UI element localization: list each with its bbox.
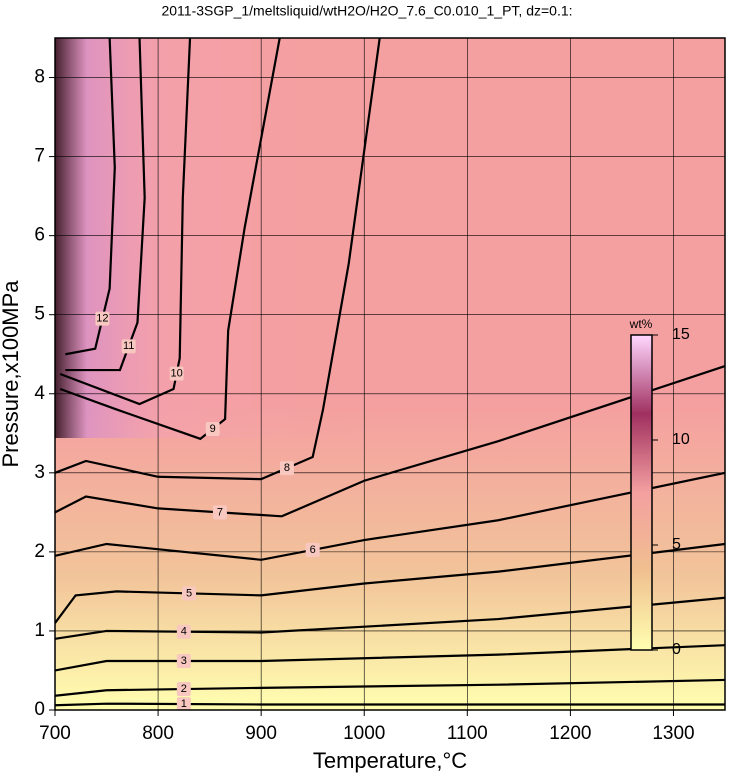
contour-label-bg — [176, 653, 191, 668]
x-axis-label: Temperature,°C — [313, 748, 467, 773]
chart-title: 2011-3SGP_1/meltsliquid/wtH2O/H2O_7.6_C0… — [161, 3, 572, 19]
colorbar-tick-label: 0 — [672, 641, 681, 658]
colorbar-label: wt% — [629, 317, 653, 331]
x-tick-label: 1300 — [652, 723, 694, 744]
x-tick-label: 800 — [142, 723, 174, 744]
contour-label-bg — [176, 624, 191, 639]
contour-label: 12 — [96, 313, 108, 325]
contour-label: 10 — [171, 368, 183, 380]
y-tick-label: 4 — [34, 383, 45, 404]
contour-label-bg — [121, 339, 136, 354]
contour-label: 11 — [123, 340, 134, 352]
x-tick-label: 1000 — [343, 723, 385, 744]
contour-line — [55, 596, 725, 640]
x-tick-label: 1200 — [549, 723, 591, 744]
contour-label: 1 — [181, 698, 187, 710]
y-tick-label: 3 — [34, 462, 45, 483]
colorbar-tick-label: 15 — [672, 326, 690, 343]
contour-label-bg — [169, 366, 184, 381]
colorbar — [630, 334, 653, 651]
contour-line — [65, 38, 146, 372]
x-tick-label: 1100 — [447, 723, 488, 744]
contour-label-bg — [95, 311, 110, 326]
plot-shading — [55, 38, 375, 438]
contour-label: 8 — [284, 462, 290, 474]
contour-line — [59, 38, 281, 441]
contour-line — [55, 678, 725, 697]
colorbar-tick-label: 5 — [672, 536, 681, 553]
contour-label-bg — [305, 542, 320, 557]
contour-label-bg — [212, 505, 227, 520]
y-tick-label: 6 — [34, 225, 45, 246]
contour-label-bg — [182, 586, 196, 601]
contour-line — [55, 542, 725, 624]
contour-line — [55, 365, 725, 518]
contour-label: 3 — [181, 655, 187, 667]
x-tick-label: 700 — [39, 723, 71, 744]
plot-frame — [54, 37, 726, 711]
contour-label: 2 — [181, 683, 187, 695]
contour-line — [65, 38, 116, 356]
y-tick-label: 8 — [34, 67, 45, 88]
contour-label-bg — [205, 421, 220, 436]
contour-line — [55, 644, 725, 672]
y-tick-label: 7 — [34, 146, 45, 167]
y-tick-label: 0 — [34, 699, 45, 720]
contour-line — [55, 702, 725, 707]
y-axis-label: Pressure,x100MPa — [0, 280, 23, 468]
contour-label: 4 — [181, 626, 187, 638]
contour-label-bg — [176, 697, 191, 710]
y-tick-label: 1 — [34, 620, 45, 641]
x-tick-label: 900 — [245, 723, 277, 744]
contour-label-bg — [176, 682, 191, 697]
y-tick-label: 5 — [34, 304, 45, 325]
contour-label: 5 — [186, 587, 192, 599]
colorbar-tick-label: 10 — [672, 431, 690, 448]
contour-label: 9 — [210, 423, 216, 435]
contour-label-bg — [279, 461, 294, 476]
contour-label: 7 — [217, 506, 223, 518]
y-tick-label: 2 — [34, 541, 45, 562]
contour-label: 6 — [310, 544, 316, 556]
